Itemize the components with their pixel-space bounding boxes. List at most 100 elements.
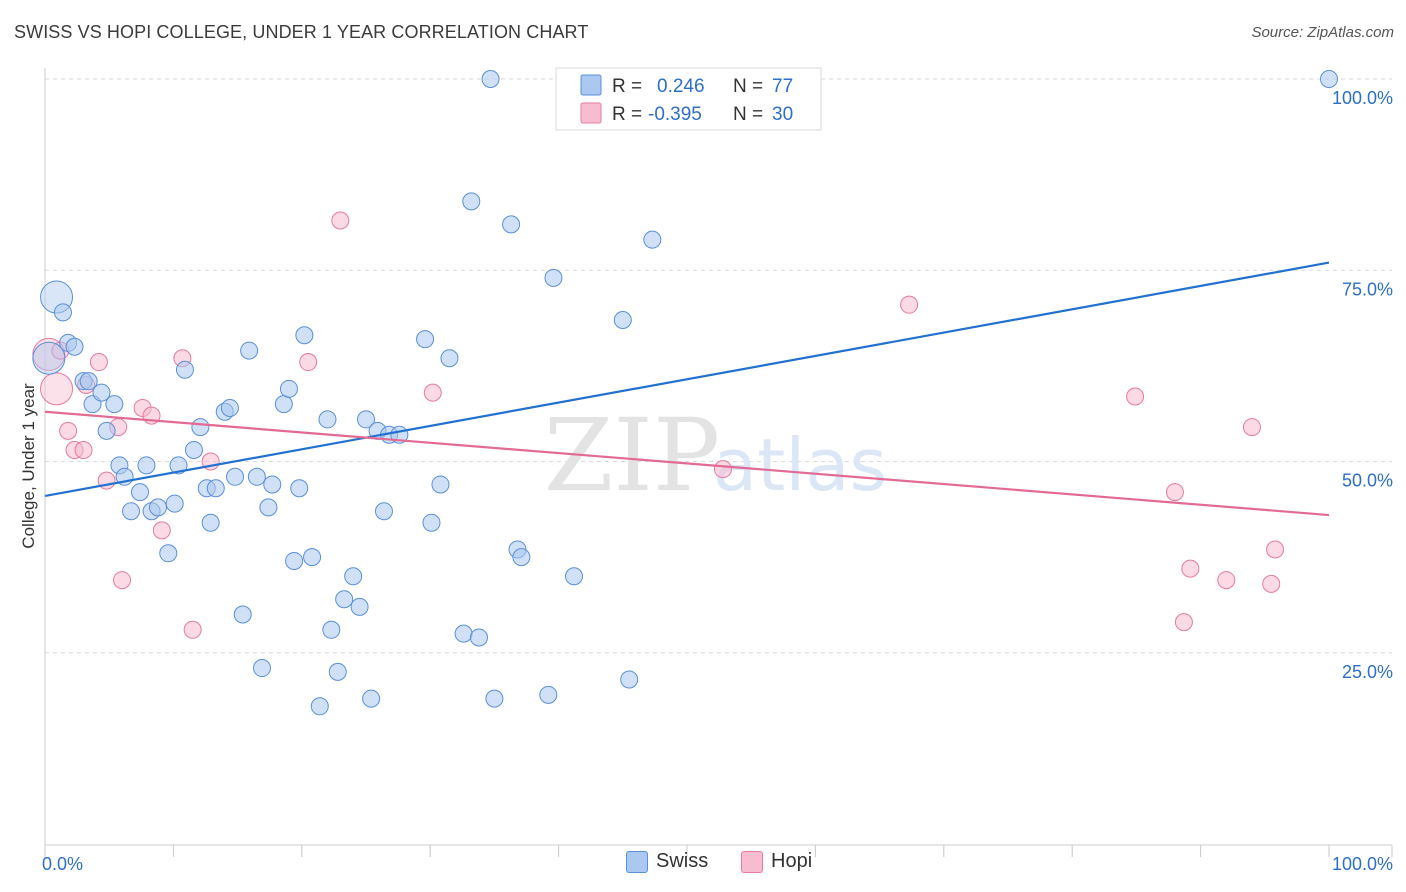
hopi-point	[1165, 483, 1184, 502]
hopi-point	[713, 460, 732, 479]
swiss-point	[137, 456, 156, 475]
hopi-point	[183, 620, 202, 639]
legend-bottom: Swiss Hopi	[0, 850, 1406, 878]
swiss-point	[191, 418, 210, 437]
y-tick-label: 25.0%	[1342, 662, 1393, 682]
hopi-point	[1126, 387, 1145, 406]
x-tick-label-max: 100.0%	[1332, 854, 1393, 874]
tick-labels: 25.0% 50.0% 75.0% 100.0% 0.0% 100.0%	[42, 88, 1393, 874]
y-tick-label: 100.0%	[1332, 88, 1393, 108]
swiss-point	[220, 398, 239, 417]
swiss-point	[259, 498, 278, 517]
hopi-trendline	[44, 410, 1330, 517]
hopi-point	[1242, 418, 1261, 437]
swiss-point	[318, 410, 337, 429]
swiss-point	[544, 268, 563, 287]
hopi-point	[152, 521, 171, 540]
legend-swatch-swiss	[580, 74, 602, 96]
hopi-point	[40, 372, 74, 406]
swiss-point	[122, 502, 141, 521]
swiss-point	[454, 624, 473, 643]
swiss-point	[328, 662, 347, 681]
swiss-point	[201, 513, 220, 532]
swiss-point	[79, 372, 98, 391]
swiss-point	[322, 620, 341, 639]
hopi-point	[1174, 613, 1193, 632]
swiss-point	[431, 475, 450, 494]
hopi-point	[113, 571, 132, 590]
hopi-point	[423, 383, 442, 402]
hopi-point	[1262, 574, 1281, 593]
swiss-point	[32, 341, 66, 375]
swiss-point	[469, 628, 488, 647]
y-tick-label: 75.0%	[1342, 279, 1393, 299]
swiss-point	[620, 670, 639, 689]
swiss-point	[274, 395, 293, 414]
swiss-point	[344, 567, 363, 586]
swiss-point	[462, 192, 481, 211]
swiss-point	[1320, 70, 1338, 88]
legend-item-hopi: Hopi	[741, 850, 812, 873]
swiss-point	[440, 349, 459, 368]
swiss-point	[206, 479, 225, 498]
hopi-point	[299, 353, 318, 372]
hopi-point	[59, 421, 78, 440]
watermark: ZIP atlas	[544, 397, 887, 514]
hopi-point	[89, 353, 108, 372]
swiss-point	[357, 410, 375, 429]
legend-n-value-swiss: 77	[772, 76, 793, 97]
swiss-point	[362, 689, 381, 708]
swiss-point	[92, 383, 111, 402]
swiss-point	[539, 685, 558, 704]
swiss-point	[613, 310, 632, 329]
swiss-point	[643, 230, 662, 249]
legend-r-label-swiss: R =	[612, 76, 642, 97]
swiss-trendline	[44, 261, 1330, 498]
swiss-point	[335, 590, 354, 609]
trendlines	[44, 261, 1330, 517]
swiss-point	[53, 303, 72, 322]
hopi-point	[331, 211, 350, 230]
hopi-point	[900, 295, 919, 314]
legend-label-hopi: Hopi	[771, 850, 813, 872]
swiss-point	[350, 597, 369, 616]
source-label: Source: ZipAtlas.com	[1251, 24, 1394, 41]
swiss-point	[131, 483, 150, 502]
swiss-point	[512, 548, 531, 567]
swiss-point	[148, 498, 167, 517]
swiss-point	[416, 330, 435, 349]
swiss-point	[565, 567, 584, 586]
swiss-point	[184, 441, 203, 460]
legend-top: R = 0.246 N = 77 R = -0.395 N = 30	[555, 67, 822, 131]
hopi-point	[1266, 540, 1285, 559]
swiss-point	[263, 475, 282, 494]
legend-r-label-hopi: R =	[612, 104, 642, 125]
legend-swatch-swiss-bottom	[626, 850, 648, 873]
swiss-point	[169, 456, 188, 475]
watermark-zip: ZIP	[544, 397, 720, 514]
swiss-point	[285, 551, 304, 570]
legend-swatch-hopi	[580, 102, 602, 124]
swiss-point	[295, 326, 314, 345]
swiss-point	[105, 395, 124, 414]
legend-swatch-hopi-bottom	[741, 850, 763, 873]
swiss-point	[240, 341, 259, 360]
swiss-point	[485, 689, 504, 708]
hopi-point	[1217, 571, 1236, 590]
gridlines	[45, 78, 1392, 654]
watermark-atlas: atlas	[713, 423, 887, 507]
swiss-point	[422, 513, 441, 532]
hopi-point	[74, 441, 93, 460]
legend-label-swiss: Swiss	[656, 850, 709, 872]
swiss-point	[310, 697, 329, 716]
legend-n-value-hopi: 30	[772, 104, 793, 125]
swiss-point	[175, 360, 194, 379]
swiss-point	[97, 421, 116, 440]
swiss-point	[226, 467, 245, 486]
swiss-point	[481, 70, 500, 88]
y-tick-label: 50.0%	[1342, 471, 1393, 491]
swiss-point	[159, 544, 178, 563]
swiss-point	[252, 659, 271, 678]
swiss-point	[303, 548, 322, 567]
